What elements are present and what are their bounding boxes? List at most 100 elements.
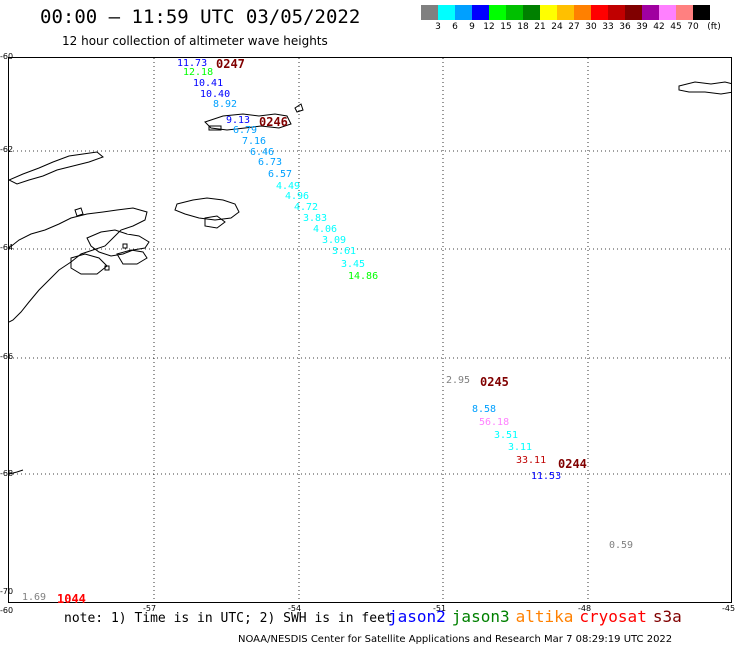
wave-height-value: 3.51	[494, 430, 519, 441]
wave-height-value: 4.72	[294, 202, 319, 213]
south-shetland-islands	[9, 151, 104, 185]
color-scale-label: 45	[670, 22, 682, 32]
map-panel	[8, 57, 732, 603]
coats-land-coast	[9, 469, 24, 475]
color-scale-label: 18	[517, 22, 529, 32]
graticule	[9, 58, 731, 602]
wave-height-value: 33.11	[516, 455, 547, 466]
color-swatch-8	[557, 5, 574, 20]
wave-height-value: 7.16	[242, 136, 267, 147]
latitude-label: -70	[0, 587, 14, 596]
color-scale-label: 42	[653, 22, 665, 32]
color-swatch-4	[489, 5, 506, 20]
joinville-island	[86, 229, 150, 257]
wave-height-value: 11.53	[531, 471, 562, 482]
color-scale-label: 36	[619, 22, 631, 32]
wave-height-value: 6.57	[268, 169, 293, 180]
latitude-label: -66	[0, 352, 14, 361]
color-swatch-3	[472, 5, 489, 20]
track-id-label: 0245	[480, 375, 509, 389]
color-swatch-1	[438, 5, 455, 20]
color-swatch-16	[693, 5, 710, 20]
color-scale-label: 6	[452, 22, 458, 32]
wave-height-value: 12.18	[183, 67, 214, 78]
color-swatch-13	[642, 5, 659, 20]
color-swatch-12	[625, 5, 642, 20]
note-text: note: 1) Time is in UTC; 2) SWH is in fe…	[64, 611, 393, 626]
color-scale-label: (ft)	[707, 22, 721, 32]
color-swatch-10	[591, 5, 608, 20]
color-scale-bar	[421, 5, 710, 20]
wave-height-value: 2.95	[446, 375, 471, 386]
color-scale-label: 15	[500, 22, 512, 32]
wave-height-value: 6.46	[250, 147, 275, 158]
longitude-label: -48	[578, 604, 592, 613]
color-scale-label: 9	[469, 22, 475, 32]
color-scale-label: 12	[483, 22, 495, 32]
wave-height-value: 4.96	[285, 191, 310, 202]
wave-height-value: 6.73	[258, 157, 283, 168]
latitude-label: -68	[0, 469, 14, 478]
longitude-label: -51	[433, 604, 447, 613]
color-swatch-0	[421, 5, 438, 20]
chart-title: 00:00 — 11:59 UTC 03/05/2022	[40, 6, 361, 28]
longitude-label: -57	[143, 604, 157, 613]
elephant-island-group	[174, 197, 240, 221]
wave-height-value: 11.73	[177, 58, 208, 69]
color-swatch-2	[455, 5, 472, 20]
wave-height-value: 8.92	[213, 99, 238, 110]
color-scale-label: 3	[435, 22, 441, 32]
wave-height-value: 8.58	[472, 404, 497, 415]
latitude-label: -64	[0, 243, 14, 252]
small-islet-b	[74, 207, 84, 217]
small-islet-c	[122, 243, 128, 249]
longitude-label: -60	[0, 606, 14, 615]
color-scale-label: 27	[568, 22, 580, 32]
wave-height-value: 14.86	[348, 271, 379, 282]
track-id-label: 0244	[558, 457, 587, 471]
track-id-label: 1044	[57, 592, 86, 606]
color-swatch-6	[523, 5, 540, 20]
color-scale-label: 33	[602, 22, 614, 32]
wave-height-value: 6.79	[233, 125, 258, 136]
dundee-island	[116, 249, 148, 265]
color-swatch-11	[608, 5, 625, 20]
longitude-label: -54	[288, 604, 302, 613]
color-scale-label: 24	[551, 22, 563, 32]
credit-line: NOAA/NESDIS Center for Satellite Applica…	[238, 634, 673, 645]
wave-height-value: 10.40	[200, 89, 231, 100]
wave-height-value: 4.06	[313, 224, 338, 235]
color-scale-label: 70	[687, 22, 699, 32]
king-george-island	[204, 113, 292, 131]
wave-height-value: 4.49	[276, 181, 301, 192]
color-swatch-7	[540, 5, 557, 20]
color-scale-labels: 3 6 9 12 15 18 21 24 27 30 33 36 39 42 45 70 (ft)	[0, 22, 740, 36]
wave-height-value: 3.61	[332, 246, 357, 257]
color-swatch-9	[574, 5, 591, 20]
color-scale-label: 30	[585, 22, 597, 32]
wave-height-value: 56.18	[479, 417, 510, 428]
wave-height-value: 3.45	[341, 259, 366, 270]
satellite-jason3: jason3	[451, 607, 510, 626]
color-swatch-15	[676, 5, 693, 20]
antarctic-peninsula-coast	[9, 207, 148, 323]
color-swatch-14	[659, 5, 676, 20]
small-islet-e	[294, 103, 304, 113]
small-islet-a	[208, 125, 222, 131]
wave-height-value: 10.41	[193, 78, 224, 89]
longitude-label: -45	[722, 604, 736, 613]
satellite-legend: jason2 jason3 altika cryosat s3a	[388, 607, 688, 626]
map-svg	[9, 58, 731, 602]
color-scale-label: 39	[636, 22, 648, 32]
james-ross-island	[70, 253, 108, 275]
satellite-jason2: jason2	[388, 607, 446, 626]
wave-height-value: 3.83	[303, 213, 328, 224]
satellite-s3a: s3a	[652, 607, 682, 626]
wave-height-value: 3.11	[508, 442, 533, 453]
latitude-label: -60	[0, 52, 14, 61]
wave-height-value: 9.13	[226, 115, 251, 126]
latitude-label: -62	[0, 145, 14, 154]
south-orkney-islands	[678, 81, 731, 95]
wave-height-value: 1.69	[22, 592, 47, 603]
color-scale-label: 21	[534, 22, 546, 32]
